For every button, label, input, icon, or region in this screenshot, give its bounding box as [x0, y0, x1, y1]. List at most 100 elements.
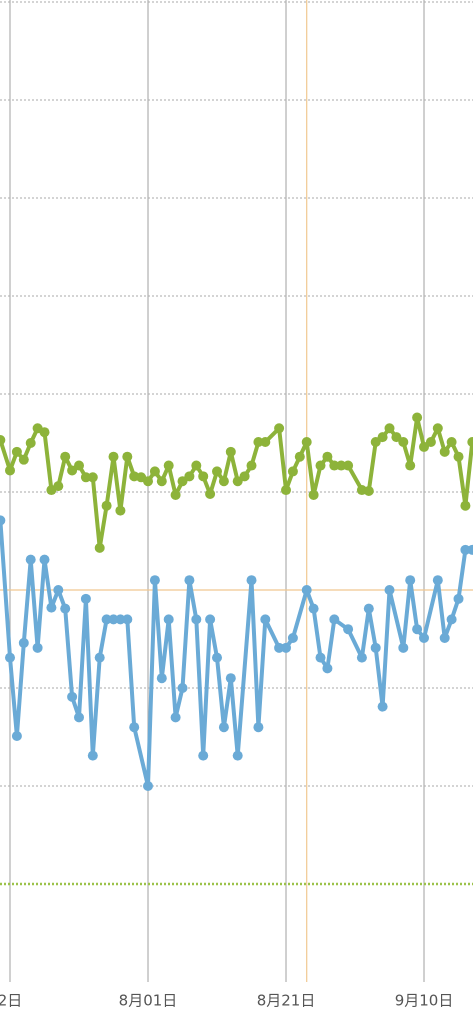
- data-point: [239, 471, 250, 482]
- data-point: [287, 633, 298, 644]
- data-point: [53, 481, 64, 492]
- data-point: [246, 575, 257, 586]
- data-point: [74, 712, 85, 723]
- data-point: [453, 593, 464, 604]
- data-point: [212, 652, 223, 663]
- data-point: [218, 722, 229, 733]
- data-point: [5, 465, 16, 476]
- data-point: [11, 731, 22, 742]
- data-point: [308, 603, 319, 614]
- data-point: [343, 624, 354, 635]
- data-point: [115, 505, 126, 516]
- data-point: [412, 412, 423, 423]
- data-point: [294, 451, 305, 462]
- data-point: [405, 460, 416, 471]
- data-point: [329, 614, 340, 625]
- data-point: [343, 460, 354, 471]
- data-point: [94, 542, 105, 553]
- data-point: [108, 451, 119, 462]
- data-point: [281, 642, 292, 653]
- data-point: [218, 476, 229, 487]
- data-point: [225, 673, 236, 684]
- data-point: [25, 438, 36, 448]
- data-point: [129, 722, 140, 733]
- data-point: [281, 485, 292, 496]
- series-line: [0, 520, 473, 788]
- data-point: [377, 701, 388, 712]
- data-point: [384, 585, 395, 595]
- data-point: [225, 446, 236, 457]
- data-point: [363, 486, 374, 497]
- x-tick-label: 2日: [0, 992, 22, 1010]
- data-point: [74, 460, 85, 471]
- data-point: [287, 466, 298, 477]
- data-point: [232, 750, 243, 761]
- data-point: [163, 460, 174, 471]
- data-point: [0, 435, 6, 446]
- data-point: [212, 466, 223, 477]
- data-point: [177, 476, 188, 487]
- data-point: [329, 460, 340, 471]
- data-point: [67, 465, 78, 476]
- data-point: [122, 614, 133, 625]
- data-point: [80, 472, 91, 483]
- data-point: [460, 500, 471, 511]
- data-point: [170, 489, 181, 500]
- data-point: [0, 515, 6, 526]
- data-point: [122, 451, 133, 462]
- data-point: [60, 603, 71, 614]
- data-point: [439, 633, 450, 644]
- data-point: [260, 614, 271, 625]
- data-point: [205, 614, 216, 625]
- data-point: [39, 554, 50, 565]
- data-point: [391, 432, 402, 443]
- data-point: [260, 437, 271, 448]
- data-point: [446, 614, 457, 625]
- data-point: [101, 500, 112, 511]
- data-point: [149, 575, 160, 586]
- data-point: [46, 602, 57, 613]
- data-point: [370, 437, 381, 448]
- data-point: [32, 642, 43, 653]
- data-point: [308, 489, 319, 500]
- data-point: [377, 432, 388, 443]
- data-point: [101, 614, 112, 625]
- data-point: [405, 575, 416, 586]
- data-point: [205, 488, 216, 499]
- data-point: [184, 575, 195, 586]
- data-point: [94, 652, 105, 663]
- data-point: [143, 781, 154, 791]
- data-point: [198, 471, 209, 482]
- data-point: [53, 585, 64, 595]
- data-point: [60, 451, 71, 462]
- data-point: [356, 652, 367, 663]
- data-point: [18, 637, 29, 648]
- data-point: [425, 437, 436, 448]
- data-point: [460, 544, 471, 555]
- data-point: [163, 614, 174, 625]
- data-point: [384, 423, 395, 434]
- data-point: [11, 446, 22, 457]
- data-point: [25, 554, 36, 565]
- data-point: [322, 451, 333, 462]
- data-point: [87, 750, 98, 761]
- data-point: [149, 466, 160, 477]
- data-point: [336, 460, 347, 471]
- data-point: [232, 476, 243, 487]
- x-tick-label: 9月10日: [395, 992, 454, 1010]
- data-point: [274, 423, 285, 434]
- data-point: [39, 427, 50, 438]
- data-point: [439, 446, 450, 457]
- data-point: [143, 476, 154, 487]
- data-point: [191, 614, 202, 625]
- data-point: [108, 614, 119, 625]
- data-point: [80, 593, 91, 604]
- data-point: [398, 642, 409, 653]
- data-point: [301, 585, 312, 595]
- data-point: [87, 472, 98, 483]
- data-point: [432, 575, 443, 586]
- data-point: [315, 652, 326, 663]
- x-tick-label: 8月21日: [257, 992, 316, 1010]
